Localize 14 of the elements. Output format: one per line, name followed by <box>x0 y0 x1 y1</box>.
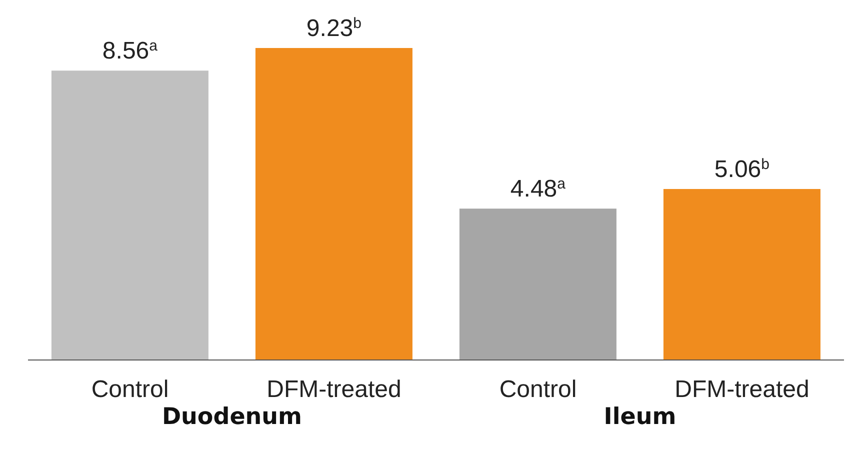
x-tick-label: Control <box>91 376 169 404</box>
x-tick-label: DFM-treated <box>674 376 810 404</box>
bar <box>663 188 820 360</box>
text: Ileum <box>602 404 678 430</box>
data-label: 8.56$^{a}$ <box>102 37 158 65</box>
bar <box>51 70 208 360</box>
x-tick-label: DFM-treated <box>266 376 402 404</box>
data-label: 4.48$^{a}$ <box>510 175 566 203</box>
data-label: 5.06$^{b}$ <box>714 155 770 183</box>
text: Duodenum <box>160 404 304 430</box>
bar <box>459 208 616 360</box>
bar <box>255 48 412 360</box>
x-tick-label: Control <box>499 376 577 404</box>
data-label: 9.23$^{b}$ <box>306 14 362 42</box>
